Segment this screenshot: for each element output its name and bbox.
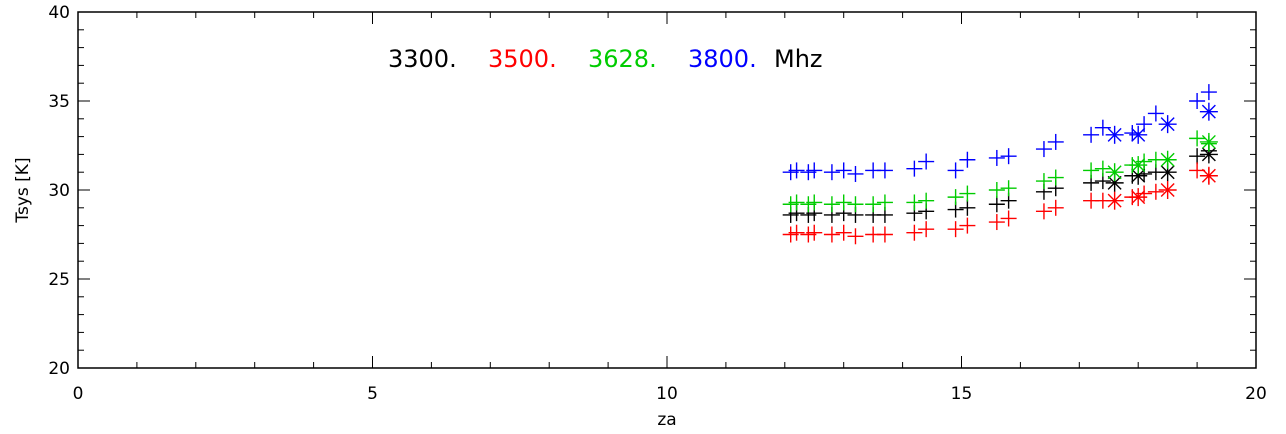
x-tick-label: 15 [951,384,973,404]
data-point-star [1158,115,1177,134]
data-point-plus [823,196,840,213]
x-tick-label: 0 [73,384,84,404]
data-point-plus [835,224,852,241]
data-point-plus [876,162,893,179]
data-point-plus [1047,133,1064,150]
data-point-plus [823,226,840,243]
data-point-plus [906,160,923,177]
data-point-star [1199,102,1218,121]
data-point-plus [876,226,893,243]
data-point-plus [988,149,1005,166]
data-point-plus [1094,119,1111,136]
data-point-plus [1147,183,1164,200]
x-tick-label: 10 [656,384,678,404]
data-point-plus [1189,162,1206,179]
data-point-plus [847,228,864,245]
data-point-plus [906,194,923,211]
y-tick-label: 40 [48,3,70,23]
legend-entry: 3300. [388,45,457,73]
data-point-plus [947,221,964,238]
data-point-plus [918,153,935,170]
y-tick-label: 20 [48,359,70,379]
legend-entry: 3800. [688,45,757,73]
data-point-plus [947,189,964,206]
data-point-plus [988,196,1005,213]
data-point-plus [918,221,935,238]
data-point-star [1158,150,1177,169]
data-point-plus [959,185,976,202]
data-point-plus [959,217,976,234]
y-tick-label: 35 [48,92,70,112]
data-point-plus [1083,162,1100,179]
data-point-plus [947,162,964,179]
axis-ticks [77,11,1257,369]
data-point-plus [1047,199,1064,216]
data-point-star [1105,163,1124,182]
data-point-plus [906,224,923,241]
data-point-plus [806,224,823,241]
data-markers [782,84,1218,245]
data-point-star [1158,181,1177,199]
y-axis-label: Tsys [K] [13,157,33,223]
data-point-plus [1035,141,1052,158]
data-point-plus [876,194,893,211]
data-point-plus [788,194,805,211]
data-point-plus [959,151,976,168]
data-point-plus [823,164,840,181]
data-point-star [1129,156,1148,175]
data-point-plus [1047,169,1064,186]
data-point-star [1105,191,1124,210]
data-point-plus [1000,210,1017,227]
data-point-star [1199,132,1218,151]
data-point-plus [1189,130,1206,147]
data-point-star [1199,166,1218,185]
legend: 3300. 3500. 3628. 3800. Mhz [388,45,823,73]
data-point-plus [788,224,805,241]
data-point-plus [788,162,805,179]
data-point-plus [1035,173,1052,190]
data-point-plus [1035,203,1052,220]
data-point-plus [1200,84,1217,101]
data-point-plus [847,196,864,213]
data-point-plus [847,165,864,182]
data-point-plus [835,162,852,179]
data-point-plus [1000,148,1017,165]
data-point-star [1129,125,1148,144]
data-point-plus [988,182,1005,198]
data-point-plus [806,194,823,211]
plot-frame [77,11,1257,369]
data-point-plus [835,194,852,211]
data-point-plus [1189,148,1206,165]
data-point-plus [1083,126,1100,143]
data-point-plus [1000,180,1017,197]
legend-unit: Mhz [774,45,823,73]
data-point-plus [1094,160,1111,177]
data-point-plus [1147,105,1164,122]
data-point-plus [988,214,1005,231]
data-point-plus [865,196,882,213]
y-tick-label: 25 [48,270,70,290]
legend-entry: 3500. [488,45,557,73]
data-point-plus [959,199,976,216]
axis-tick-labels: 0 5 10 15 20 20 25 30 35 40 [48,3,1266,404]
x-tick-label: 5 [367,384,378,404]
data-point-plus [1189,93,1206,109]
data-point-plus [806,162,823,179]
x-tick-label: 20 [1245,384,1267,404]
data-point-star [1129,188,1148,207]
legend-entry: 3628. [588,45,657,73]
y-tick-label: 30 [48,181,70,201]
data-point-star [1105,125,1124,144]
x-axis-label: za [657,410,676,430]
data-point-plus [918,192,935,209]
